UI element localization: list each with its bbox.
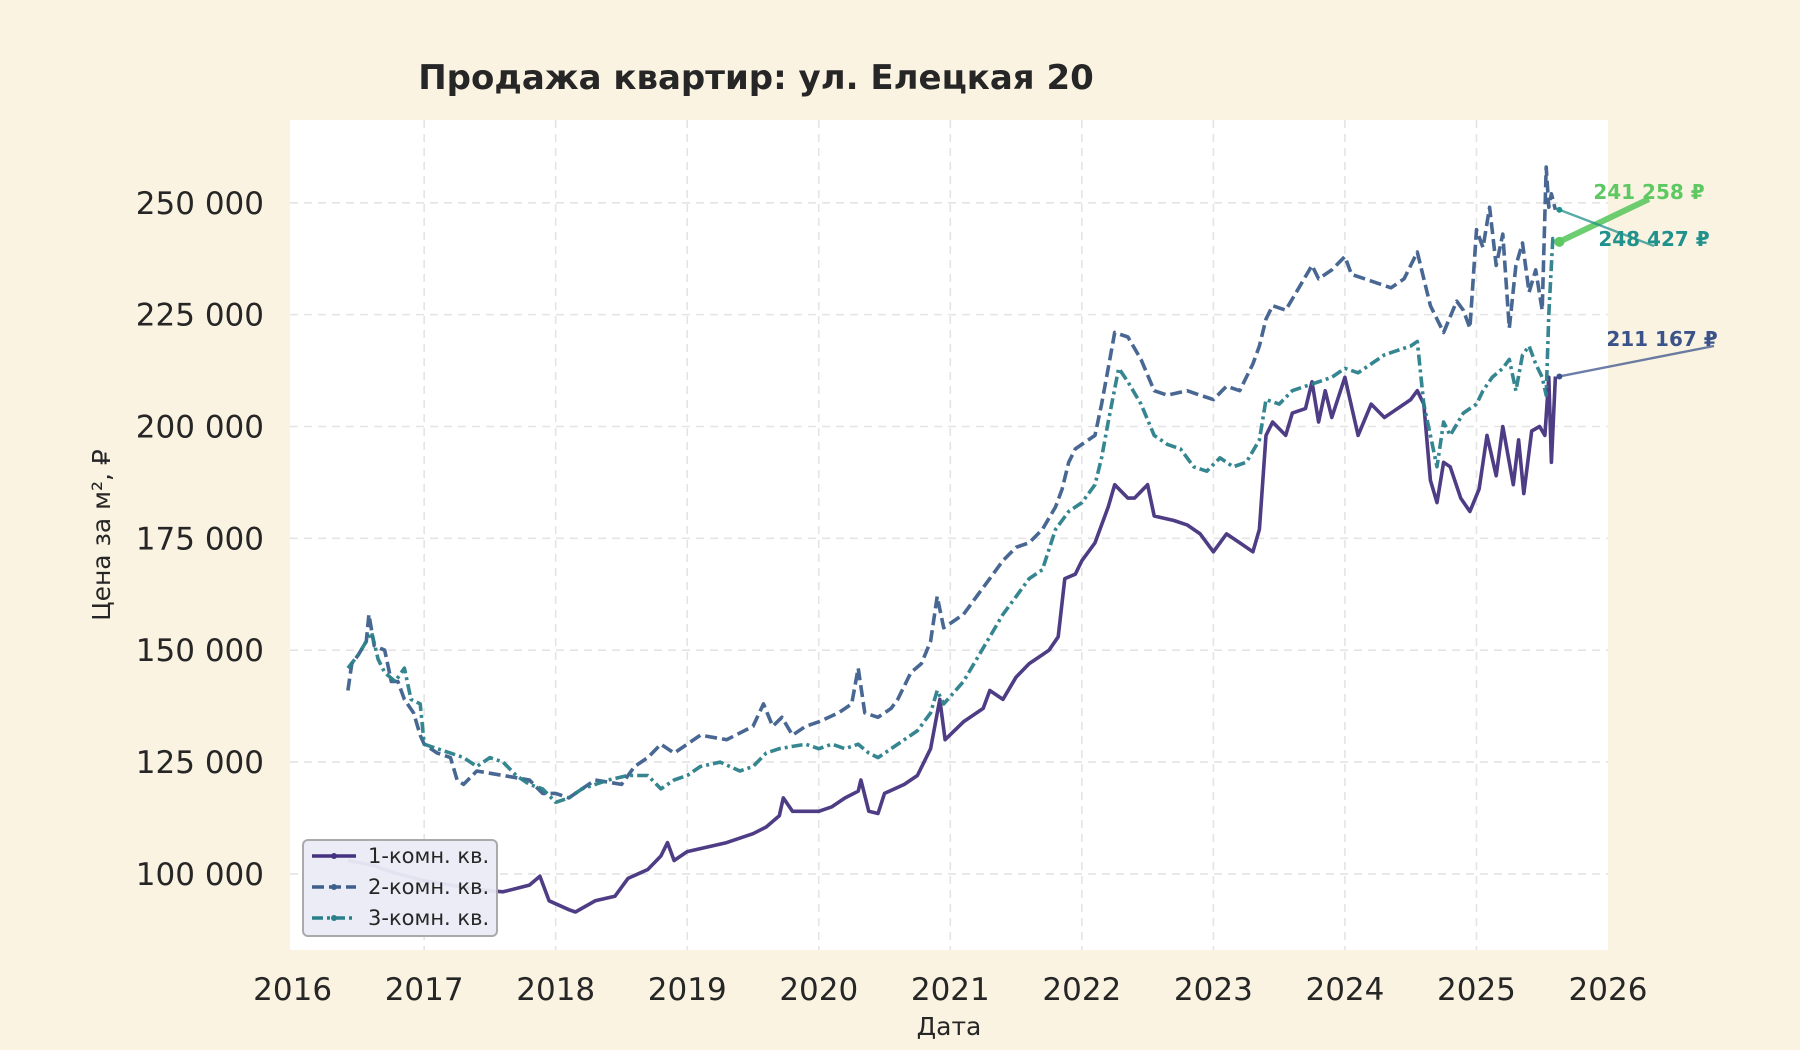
y-tick-label: 125 000 (136, 745, 264, 781)
x-tick-label: 2019 (648, 972, 727, 1008)
annotation-arrowhead (1556, 373, 1563, 380)
x-tick-label: 2024 (1305, 972, 1384, 1008)
annotations: 241 258 ₽ 248 427 ₽ 211 167 ₽ (1554, 180, 1718, 380)
x-tick-label: 2017 (385, 972, 464, 1008)
x-tick-label: 2016 (253, 972, 332, 1008)
series-line-2 (346, 165, 1558, 800)
annotation-label: 241 258 ₽ (1593, 180, 1704, 204)
y-tick-label: 175 000 (136, 521, 264, 557)
y-tick-label: 250 000 (136, 186, 264, 222)
annotation-label: 248 427 ₽ (1598, 227, 1709, 251)
tick-labels: 2016 2017 2018 2019 2020 2021 2022 2023 2024 2025… (136, 186, 1648, 1008)
legend: 1-комн. кв. 2-комн. кв. 3-комн. кв. (302, 839, 498, 937)
x-tick-label: 2023 (1174, 972, 1253, 1008)
y-tick-label: 150 000 (136, 633, 264, 669)
y-tick-label: 200 000 (136, 409, 264, 445)
series-lines (346, 165, 1558, 914)
annotation-arrow (1559, 344, 1715, 378)
legend-label: 1-комн. кв. (368, 844, 489, 868)
annotation-arrowhead (1556, 206, 1563, 213)
legend-marker (331, 915, 337, 921)
series-line-3 (346, 236, 1557, 805)
y-tick-label: 225 000 (136, 298, 264, 334)
legend-box (302, 839, 498, 937)
y-axis-label: Цена за м², ₽ (87, 449, 116, 621)
legend-label: 2-комн. кв. (368, 875, 489, 899)
y-tick-label: 100 000 (136, 857, 264, 893)
x-axis-label: Дата (917, 1012, 982, 1041)
x-tick-label: 2021 (911, 972, 990, 1008)
legend-marker (331, 884, 337, 890)
x-tick-label: 2025 (1437, 972, 1516, 1008)
x-tick-label: 2026 (1569, 972, 1648, 1008)
x-tick-label: 2022 (1042, 972, 1121, 1008)
annotation-arrowhead (1554, 236, 1565, 247)
legend-label: 3-комн. кв. (368, 906, 489, 930)
series-line-1 (347, 375, 1558, 914)
annotation-label: 211 167 ₽ (1606, 327, 1717, 351)
x-tick-label: 2018 (516, 972, 595, 1008)
annotation-arrow (1558, 208, 1655, 248)
plot-area (290, 120, 1608, 950)
annotation-arrow (1557, 196, 1651, 245)
legend-marker (331, 853, 337, 859)
x-tick-label: 2020 (779, 972, 858, 1008)
chart-title: Продажа квартир: ул. Елецкая 20 (418, 58, 1094, 98)
